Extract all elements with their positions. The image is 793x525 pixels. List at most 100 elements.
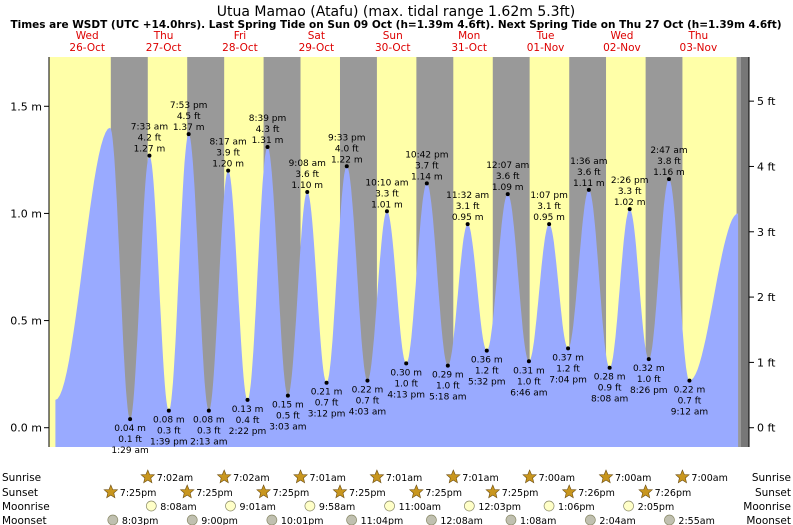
row-label-moonset: Moonset bbox=[2, 515, 47, 525]
right-axis: 0 ft 1 ft 2 ft 3 ft 4 ft 5 ft bbox=[748, 57, 776, 447]
tide-point bbox=[265, 145, 270, 149]
day-name: Thu bbox=[687, 30, 708, 42]
moonrise-time: 1:06pm bbox=[558, 502, 595, 513]
moonset-time: 9:00pm bbox=[201, 516, 238, 525]
sunrise-icon bbox=[445, 469, 461, 484]
day-name: Fri bbox=[234, 30, 247, 42]
tide-m-label: 0.28 m bbox=[594, 373, 626, 383]
tide-time-label: 7:33 am bbox=[131, 123, 168, 133]
tide-point bbox=[166, 408, 171, 413]
tide-ft-label: 3.6 ft bbox=[577, 168, 601, 178]
tide-m-label: 0.95 m bbox=[452, 213, 484, 223]
sunrise-icon bbox=[369, 469, 385, 484]
left-tick-label: 0.0 m bbox=[10, 422, 42, 435]
moonset-time: 1:08am bbox=[520, 516, 556, 525]
tide-ft-label: 3.1 ft bbox=[537, 202, 561, 212]
right-tick-label: 0 ft bbox=[757, 422, 776, 435]
tide-point bbox=[627, 207, 632, 212]
sunrise-icon bbox=[598, 469, 614, 484]
tide-ft-label: 1.2 ft bbox=[475, 367, 499, 377]
tide-m-label: 0.30 m bbox=[390, 368, 422, 378]
sunrise-icon bbox=[522, 469, 538, 484]
tide-m-label: 0.08 m bbox=[153, 416, 185, 426]
day-date: 27-Oct bbox=[146, 42, 182, 54]
tide-point bbox=[607, 365, 612, 370]
sunset-icon bbox=[179, 484, 195, 499]
tide-time-label: 4:13 pm bbox=[387, 390, 425, 400]
tide-time-label: 2:47 am bbox=[650, 146, 687, 156]
sunset-icon bbox=[332, 484, 348, 499]
moonset-icon bbox=[107, 514, 119, 525]
moonset-icon bbox=[664, 514, 675, 525]
tide-m-label: 0.15 m bbox=[272, 401, 304, 411]
day-date: 02-Nov bbox=[603, 42, 641, 54]
sunset-icon bbox=[638, 484, 654, 499]
tide-m-label: 1.16 m bbox=[653, 168, 685, 178]
tide-ft-label: 1.0 ft bbox=[637, 375, 661, 385]
day-name: Sat bbox=[308, 30, 325, 42]
moonrise-time: 11:00am bbox=[399, 502, 441, 513]
sunset-icon bbox=[485, 484, 501, 499]
tide-point bbox=[404, 361, 409, 366]
moonset-time: 2:04am bbox=[599, 516, 635, 525]
moonset-time: 2:55am bbox=[678, 516, 714, 525]
day-name: Wed bbox=[76, 30, 99, 42]
day-name: Tue bbox=[536, 30, 555, 42]
tide-point bbox=[666, 177, 671, 182]
tide-m-label: 0.95 m bbox=[533, 213, 565, 223]
right-tick-label: 2 ft bbox=[757, 291, 776, 304]
tide-point bbox=[484, 348, 489, 353]
tide-m-label: 0.37 m bbox=[552, 353, 584, 363]
day-date: 03-Nov bbox=[680, 42, 718, 54]
tide-ft-label: 0.4 ft bbox=[236, 416, 260, 426]
day-name: Wed bbox=[610, 30, 633, 42]
moonrise-icon bbox=[304, 500, 316, 512]
tide-point bbox=[646, 357, 651, 362]
tide-ft-label: 4.2 ft bbox=[138, 134, 162, 144]
moonrise-icon bbox=[225, 500, 236, 512]
tide-time-label: 1:29 am bbox=[111, 446, 148, 456]
tide-time-label: 2:26 pm bbox=[611, 176, 649, 186]
right-tick-label: 1 ft bbox=[757, 356, 776, 369]
tide-ft-label: 0.5 ft bbox=[276, 412, 300, 422]
left-tick-label: 1.0 m bbox=[10, 207, 42, 220]
tide-point bbox=[566, 346, 571, 351]
tide-time-label: 2:22 pm bbox=[229, 427, 267, 437]
tide-m-label: 1.01 m bbox=[371, 200, 403, 210]
tide-ft-label: 3.6 ft bbox=[295, 170, 319, 180]
sunset-icon bbox=[256, 484, 271, 499]
row-label-sunset: Sunset bbox=[2, 487, 38, 499]
tide-time-label: 8:26 pm bbox=[630, 386, 668, 396]
tide-point bbox=[285, 393, 290, 398]
sunrise-time: 7:00am bbox=[615, 473, 651, 484]
tide-ft-label: 3.6 ft bbox=[496, 172, 520, 182]
tide-point bbox=[586, 187, 591, 192]
day-date: 31-Oct bbox=[451, 42, 487, 54]
moonrise-time: 8:08am bbox=[160, 502, 196, 513]
sunrise-time: 7:01am bbox=[310, 473, 346, 484]
tide-point bbox=[324, 380, 329, 385]
tide-time-label: 1:07 pm bbox=[530, 191, 568, 201]
day-name: Mon bbox=[458, 30, 480, 42]
tide-m-label: 1.10 m bbox=[291, 181, 323, 191]
moonrise-icon bbox=[463, 500, 475, 512]
tide-time-label: 3:03 am bbox=[269, 423, 306, 433]
day-date: 29-Oct bbox=[299, 42, 335, 54]
tide-point bbox=[128, 417, 133, 422]
sunset-time: 7:25pm bbox=[196, 488, 233, 499]
moonrise-time: 12:03pm bbox=[478, 502, 521, 513]
tide-time-label: 9:33 pm bbox=[328, 133, 366, 143]
tide-m-label: 0.21 m bbox=[311, 388, 343, 398]
tide-time-label: 5:32 pm bbox=[468, 378, 506, 388]
day-date: 26-Oct bbox=[69, 42, 105, 54]
sunrise-time: 7:02am bbox=[157, 473, 193, 484]
tide-time-label: 9:12 am bbox=[671, 408, 708, 418]
tide-ft-label: 1.0 ft bbox=[517, 377, 541, 387]
row-label-moonset-right: Moonset bbox=[746, 515, 791, 525]
moonset-icon bbox=[186, 514, 198, 525]
tide-ft-label: 3.3 ft bbox=[618, 187, 642, 197]
tide-time-label: 9:08 am bbox=[289, 159, 326, 169]
tide-point bbox=[687, 378, 692, 383]
sunset-time: 7:25pm bbox=[273, 488, 310, 499]
tide-point bbox=[206, 408, 211, 413]
